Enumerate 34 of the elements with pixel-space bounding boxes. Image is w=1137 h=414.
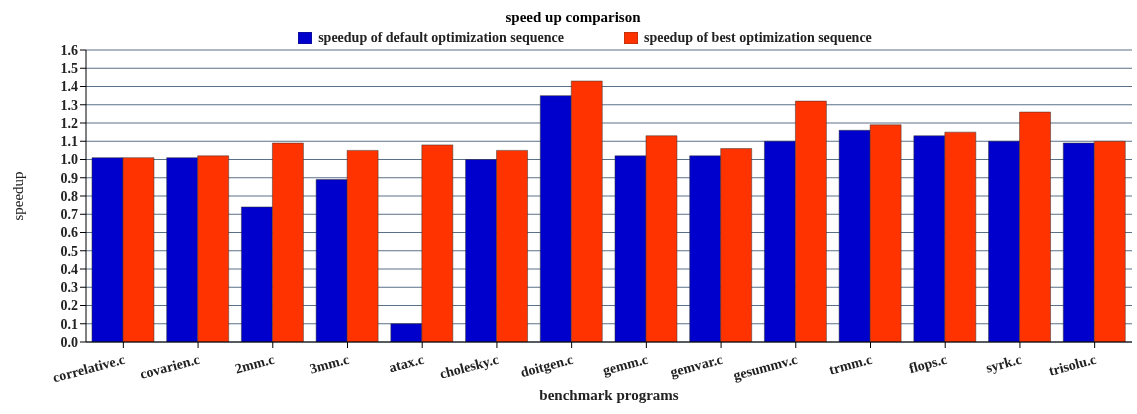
x-tick-label: trisolu.c: [1047, 351, 1098, 379]
x-tick-label: gemm.c: [601, 351, 650, 379]
y-tick-label: 1.0: [60, 152, 78, 168]
legend-label: speedup of default optimization sequence: [317, 30, 564, 46]
x-tick-label: cholesky.c: [438, 351, 501, 382]
y-tick-label: 0.4: [60, 261, 78, 277]
x-tick-label: 3mm.c: [308, 351, 351, 377]
y-tick-label: 0.2: [60, 298, 78, 314]
y-tick-label: 1.1: [60, 134, 78, 150]
y-tick-label: 0.0: [60, 334, 78, 350]
y-tick-label: 0.5: [60, 243, 78, 259]
y-tick-label: 0.8: [60, 188, 78, 204]
y-tick-label: 1.6: [60, 42, 78, 58]
x-tick-label: 2mm.c: [233, 351, 277, 377]
y-tick-label: 0.1: [60, 316, 78, 332]
x-tick-label: trmm.c: [827, 351, 874, 378]
x-tick-label: covarien.c: [138, 351, 202, 382]
y-axis-title: speedup: [10, 171, 27, 221]
chart-title: speed up comparison: [504, 8, 642, 26]
x-tick-label: flops.c: [907, 351, 949, 377]
y-tick-label: 1.4: [60, 79, 78, 95]
legend-label: speedup of best optimization sequence: [642, 30, 872, 46]
y-tick-label: 0.6: [60, 225, 78, 241]
x-tick-label: syrk.c: [984, 351, 1024, 376]
y-tick-label: 0.9: [60, 170, 78, 186]
y-tick-label: 0.3: [60, 280, 78, 296]
x-tick-label: atax.c: [387, 351, 426, 376]
y-tick-label: 1.3: [60, 97, 78, 113]
y-tick-label: 1.5: [60, 61, 78, 77]
x-tick-label: gemvar.c: [668, 351, 725, 381]
x-tick-label: doitgen.c: [518, 351, 575, 381]
x-axis-title: benchmark programs: [539, 387, 679, 403]
y-tick-label: 1.2: [60, 115, 78, 131]
y-tick-label: 0.7: [60, 207, 78, 223]
